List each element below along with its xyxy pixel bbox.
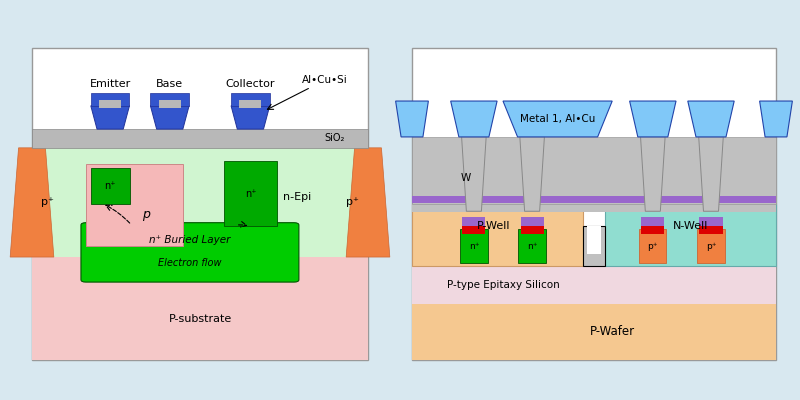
Text: n⁺ Buried Layer: n⁺ Buried Layer — [150, 235, 230, 245]
Bar — [223, 161, 278, 226]
Polygon shape — [10, 148, 54, 257]
Bar — [32, 148, 368, 257]
Bar — [32, 257, 368, 360]
Text: Electron flow: Electron flow — [158, 258, 222, 268]
Bar — [699, 217, 722, 226]
Bar — [412, 196, 776, 203]
Text: P-substrate: P-substrate — [168, 314, 232, 324]
Bar — [32, 48, 368, 360]
Text: P-Well: P-Well — [478, 221, 511, 231]
Text: W: W — [461, 173, 471, 183]
Polygon shape — [688, 101, 734, 137]
Text: p⁺: p⁺ — [41, 198, 54, 208]
Bar — [91, 93, 130, 106]
FancyBboxPatch shape — [81, 223, 299, 282]
Bar — [460, 229, 487, 263]
Bar — [412, 304, 776, 360]
Bar — [412, 137, 776, 204]
Polygon shape — [346, 148, 390, 257]
Bar — [583, 226, 605, 266]
Text: Collector: Collector — [226, 79, 275, 89]
Bar — [521, 217, 544, 226]
Polygon shape — [450, 101, 497, 137]
Text: p⁺: p⁺ — [346, 198, 359, 208]
Text: n⁺: n⁺ — [104, 181, 116, 191]
Polygon shape — [630, 101, 676, 137]
Text: Metal 1, Al•Cu: Metal 1, Al•Cu — [520, 114, 595, 124]
Polygon shape — [698, 137, 723, 211]
Text: p⁺: p⁺ — [706, 242, 716, 251]
Bar — [605, 204, 776, 266]
Polygon shape — [520, 137, 545, 211]
Polygon shape — [231, 106, 270, 129]
Polygon shape — [503, 101, 612, 137]
Bar — [518, 229, 546, 263]
Text: Al•Cu•Si: Al•Cu•Si — [302, 75, 347, 85]
Bar — [412, 266, 776, 304]
Bar — [462, 224, 486, 234]
Bar — [412, 204, 776, 212]
Bar — [698, 229, 725, 263]
Bar — [90, 168, 130, 204]
Polygon shape — [396, 101, 428, 137]
Text: P-type Epitaxy Silicon: P-type Epitaxy Silicon — [446, 280, 559, 290]
Bar — [412, 48, 776, 360]
Text: p: p — [142, 208, 150, 222]
Bar — [150, 93, 189, 106]
Bar — [639, 229, 666, 263]
Polygon shape — [150, 106, 189, 129]
Bar — [86, 164, 183, 246]
Text: Base: Base — [156, 79, 183, 89]
Text: Emitter: Emitter — [90, 79, 130, 89]
Bar — [642, 224, 665, 234]
Text: n⁺: n⁺ — [527, 242, 538, 251]
Text: SiO₂: SiO₂ — [324, 134, 345, 144]
Bar — [32, 129, 368, 148]
Bar — [231, 93, 270, 106]
Polygon shape — [91, 106, 130, 129]
Text: n⁺: n⁺ — [245, 189, 256, 199]
Bar — [699, 224, 722, 234]
Bar — [642, 217, 665, 226]
Text: P-Wafer: P-Wafer — [590, 326, 634, 338]
Polygon shape — [641, 137, 665, 211]
Bar — [99, 100, 121, 108]
Bar — [462, 217, 486, 226]
Bar — [587, 226, 601, 254]
Text: N-Well: N-Well — [673, 221, 708, 231]
Text: n-Epi: n-Epi — [283, 192, 311, 202]
Polygon shape — [760, 101, 792, 137]
Text: p⁺: p⁺ — [647, 242, 658, 251]
Bar — [239, 100, 262, 108]
Bar — [159, 100, 181, 108]
Bar — [521, 224, 544, 234]
Polygon shape — [462, 137, 486, 211]
Text: n⁺: n⁺ — [469, 242, 479, 251]
Bar — [412, 204, 583, 266]
